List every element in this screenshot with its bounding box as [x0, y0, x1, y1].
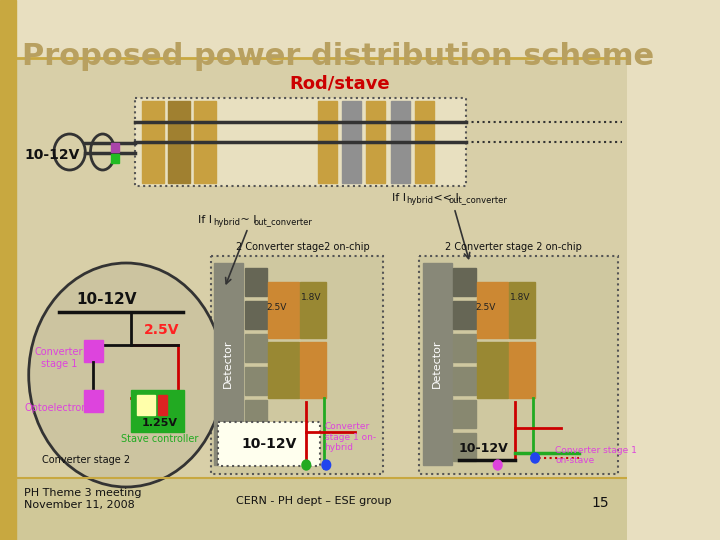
Bar	[423, 263, 451, 465]
Bar	[142, 101, 163, 183]
Text: << I: << I	[430, 193, 459, 203]
Text: If I: If I	[199, 215, 212, 225]
Bar	[158, 395, 167, 415]
Text: ~ I: ~ I	[237, 215, 256, 225]
Text: 2.5V: 2.5V	[266, 303, 287, 313]
Bar	[420, 256, 618, 474]
Bar	[112, 143, 120, 152]
Bar	[84, 390, 103, 412]
Bar	[454, 301, 476, 329]
Bar	[268, 342, 300, 398]
Text: Converter
stage 1: Converter stage 1	[35, 347, 84, 369]
Text: out_converter: out_converter	[253, 218, 312, 227]
Bar	[300, 282, 326, 338]
Circle shape	[302, 460, 310, 470]
Bar	[245, 301, 267, 329]
Text: hybrid: hybrid	[406, 196, 433, 205]
Text: 10-12V: 10-12V	[24, 148, 80, 162]
Bar	[268, 282, 300, 338]
Text: Detector: Detector	[432, 340, 442, 388]
Bar	[477, 282, 508, 338]
Circle shape	[322, 460, 330, 470]
Bar	[454, 367, 476, 395]
Text: hybrid: hybrid	[213, 218, 240, 227]
Text: 10-12V: 10-12V	[459, 442, 508, 455]
Bar	[16, 478, 626, 540]
Bar	[214, 263, 243, 465]
Bar	[112, 154, 120, 163]
Bar	[454, 268, 476, 296]
Circle shape	[29, 263, 224, 487]
Text: 1.8V: 1.8V	[510, 294, 531, 302]
Text: CERN - PH dept – ESE group: CERN - PH dept – ESE group	[235, 496, 391, 506]
Bar	[245, 268, 267, 296]
Bar	[138, 395, 155, 415]
Bar	[245, 367, 267, 395]
Text: 2 Converter stage2 on-chip: 2 Converter stage2 on-chip	[236, 242, 369, 252]
Bar	[168, 101, 189, 183]
Text: If I: If I	[392, 193, 405, 203]
Text: Converter
stage 1 on-
hybrid: Converter stage 1 on- hybrid	[325, 422, 376, 452]
Bar	[0, 0, 16, 540]
Text: 1.8V: 1.8V	[301, 294, 322, 302]
Bar	[130, 390, 184, 432]
Text: 10-12V: 10-12V	[76, 292, 136, 307]
Bar	[509, 282, 535, 338]
Bar	[477, 342, 508, 398]
Text: 2 Converter stage 2 on-chip: 2 Converter stage 2 on-chip	[445, 242, 582, 252]
Bar	[217, 422, 320, 466]
Text: Converter stage 1
on-stave: Converter stage 1 on-stave	[555, 446, 637, 465]
Bar	[245, 400, 267, 428]
Bar	[454, 433, 476, 461]
Bar	[135, 98, 466, 186]
Bar	[245, 433, 267, 461]
Text: Converter stage 2: Converter stage 2	[42, 455, 130, 465]
Text: Detector: Detector	[223, 340, 233, 388]
Bar	[16, 0, 626, 58]
Bar	[454, 400, 476, 428]
Text: 2.5V: 2.5V	[144, 323, 179, 337]
Text: PH Theme 3 meeting
November 11, 2008: PH Theme 3 meeting November 11, 2008	[24, 488, 142, 510]
Text: Optoelectronics: Optoelectronics	[24, 403, 101, 413]
Bar	[84, 340, 103, 362]
Bar	[391, 101, 410, 183]
Text: Proposed power distribution scheme: Proposed power distribution scheme	[22, 42, 654, 71]
Text: Rod/stave: Rod/stave	[289, 75, 390, 93]
Bar	[300, 342, 326, 398]
Bar	[16, 58, 626, 478]
Text: 15: 15	[591, 496, 609, 510]
Text: 2.5V: 2.5V	[475, 303, 496, 313]
Bar	[454, 334, 476, 362]
Circle shape	[531, 453, 539, 463]
Text: 10-12V: 10-12V	[241, 437, 297, 451]
Bar	[415, 101, 434, 183]
Text: 1.25V: 1.25V	[141, 418, 177, 428]
Bar	[245, 334, 267, 362]
Bar	[210, 256, 383, 474]
Circle shape	[493, 460, 502, 470]
Bar	[342, 101, 361, 183]
Text: out_converter: out_converter	[449, 196, 508, 205]
Bar	[366, 101, 385, 183]
Bar	[318, 101, 337, 183]
Text: Stave controller: Stave controller	[120, 434, 198, 444]
Bar	[194, 101, 216, 183]
Bar	[509, 342, 535, 398]
